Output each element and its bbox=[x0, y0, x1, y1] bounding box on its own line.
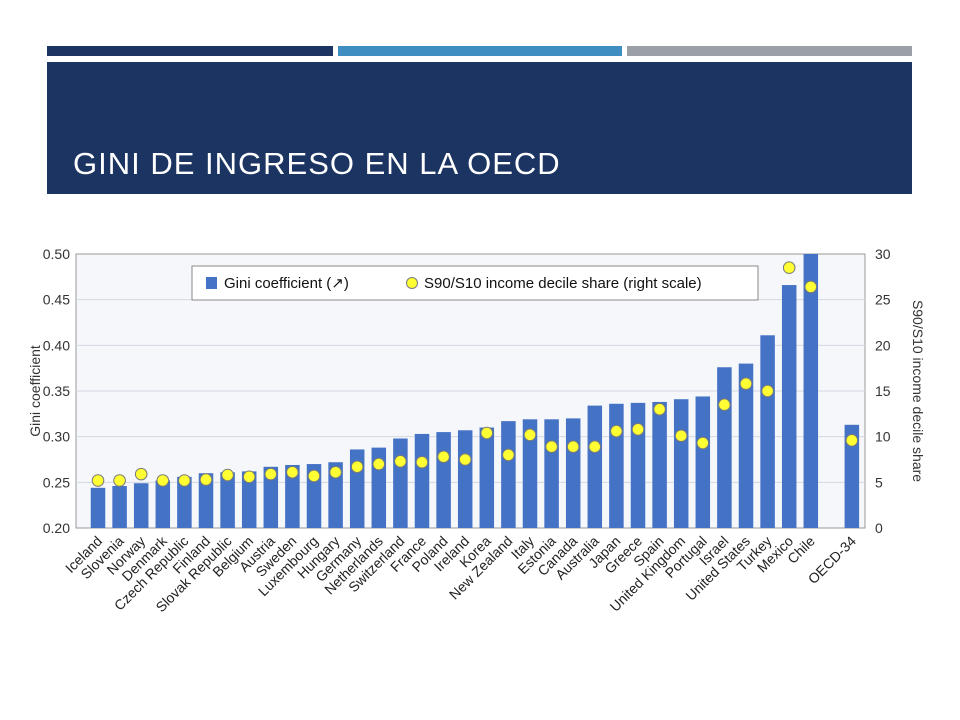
decile-point bbox=[307, 469, 321, 483]
bar bbox=[220, 472, 235, 528]
y2-tick-label: 5 bbox=[875, 474, 883, 490]
legend-label-decile: S90/S10 income decile share (right scale… bbox=[424, 275, 702, 292]
decile-point bbox=[437, 450, 450, 464]
bar bbox=[738, 363, 754, 528]
legend-swatch-point bbox=[406, 277, 418, 289]
decile-point bbox=[91, 474, 105, 487]
decile-point bbox=[761, 384, 774, 398]
accent-bar-gray bbox=[627, 46, 912, 56]
y2-tick-label: 25 bbox=[875, 292, 891, 308]
accent-bar-blue bbox=[338, 46, 622, 56]
bar bbox=[544, 419, 559, 528]
decile-point bbox=[502, 448, 515, 462]
bar bbox=[198, 473, 214, 528]
y-tick-label: 0.20 bbox=[43, 520, 70, 536]
decile-point bbox=[394, 455, 407, 468]
decile-point bbox=[458, 453, 472, 466]
decile-point bbox=[415, 455, 429, 469]
slide-title: GINI DE INGRESO EN LA OECD bbox=[73, 146, 561, 181]
decile-point bbox=[242, 470, 256, 484]
decile-point bbox=[696, 436, 710, 450]
title-band: GINI DE INGRESO EN LA OECD bbox=[47, 62, 912, 194]
bar bbox=[112, 485, 127, 528]
decile-point bbox=[199, 473, 213, 486]
decile-point bbox=[610, 424, 623, 438]
y-tick-label: 0.30 bbox=[43, 429, 70, 445]
bar bbox=[133, 483, 149, 528]
decile-point bbox=[653, 402, 666, 416]
bar bbox=[501, 421, 516, 528]
bar bbox=[609, 403, 624, 528]
bar bbox=[155, 480, 171, 528]
decile-point bbox=[264, 467, 278, 481]
bar bbox=[565, 418, 581, 528]
y2-tick-label: 10 bbox=[875, 429, 891, 445]
decile-point bbox=[523, 428, 537, 442]
bar bbox=[177, 476, 192, 528]
decile-point bbox=[588, 440, 602, 454]
decile-point bbox=[156, 474, 170, 487]
bar bbox=[587, 405, 603, 528]
legend-label-gini: Gini coefficient (↗) bbox=[224, 275, 349, 292]
decile-point bbox=[286, 465, 299, 479]
bar bbox=[263, 466, 279, 528]
bar bbox=[285, 464, 300, 528]
decile-point bbox=[480, 426, 494, 440]
bar bbox=[630, 402, 646, 528]
y-axis-title: Gini coefficient bbox=[27, 345, 43, 437]
y-tick-label: 0.50 bbox=[43, 246, 70, 262]
decile-point bbox=[718, 398, 731, 411]
bar bbox=[652, 401, 667, 528]
y-tick-label: 0.40 bbox=[43, 337, 70, 353]
bar bbox=[803, 254, 819, 528]
y2-tick-label: 0 bbox=[875, 520, 883, 536]
y-tick-label: 0.45 bbox=[43, 292, 70, 308]
y-tick-label: 0.35 bbox=[43, 383, 70, 399]
decile-point bbox=[329, 465, 342, 479]
y2-axis-title: S90/S10 income decile share bbox=[910, 300, 926, 482]
y2-tick-label: 30 bbox=[875, 246, 891, 262]
y-tick-label: 0.25 bbox=[43, 474, 70, 490]
bar bbox=[844, 424, 860, 528]
decile-point bbox=[804, 280, 818, 294]
bar bbox=[760, 335, 775, 528]
bar bbox=[717, 367, 732, 528]
bar bbox=[781, 285, 797, 528]
decile-point bbox=[372, 457, 386, 471]
bar bbox=[414, 433, 430, 528]
bar bbox=[393, 438, 408, 528]
legend-box bbox=[191, 265, 759, 301]
decile-point bbox=[782, 261, 796, 275]
y2-tick-label: 15 bbox=[875, 383, 891, 399]
gini-chart: 0.50 0.45 0.40 0.35 0.30 0.25 0.20 30 25 20 15 10 5 0… bbox=[27, 246, 926, 615]
decile-point bbox=[545, 440, 558, 454]
y2-tick-label: 20 bbox=[875, 337, 891, 353]
decile-point bbox=[134, 467, 148, 481]
bar bbox=[328, 462, 343, 528]
bar bbox=[673, 399, 689, 528]
bar bbox=[241, 471, 257, 528]
bar bbox=[522, 419, 538, 528]
decile-point bbox=[845, 434, 859, 447]
accent-bar-dark bbox=[47, 46, 333, 56]
decile-point bbox=[739, 377, 753, 390]
bar bbox=[90, 487, 106, 528]
decile-point bbox=[221, 468, 234, 482]
bar bbox=[436, 432, 451, 528]
decile-point bbox=[113, 474, 126, 487]
legend-swatch-bar bbox=[206, 277, 217, 289]
bar bbox=[695, 396, 711, 528]
decile-point bbox=[631, 423, 645, 436]
bar bbox=[457, 430, 473, 528]
decile-point bbox=[350, 460, 364, 474]
decile-point bbox=[674, 429, 688, 443]
bar bbox=[479, 427, 495, 528]
decile-point bbox=[566, 440, 580, 454]
decile-point bbox=[178, 474, 191, 487]
